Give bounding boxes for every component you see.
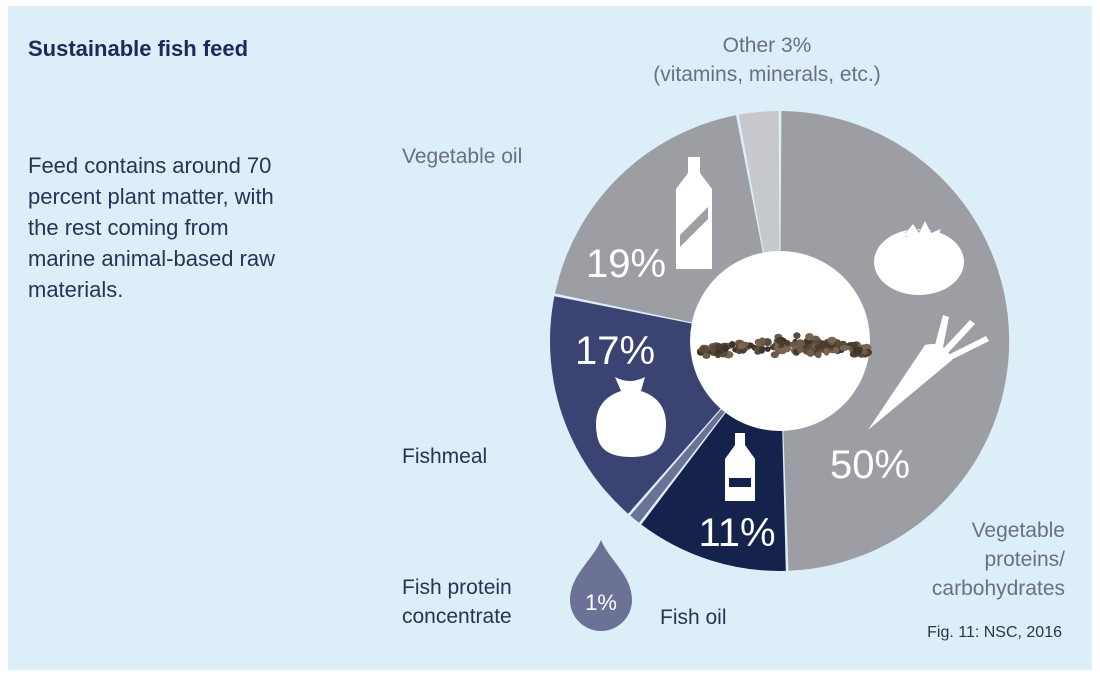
drop-icon: 1%	[570, 540, 632, 631]
sack-icon	[596, 377, 666, 457]
pct-label-0: 50%	[830, 443, 910, 487]
pct-label-4: 19%	[586, 242, 666, 286]
category-label-4: Vegetable oil	[402, 145, 522, 168]
category-label-3: Fishmeal	[402, 445, 487, 468]
category-label-1: Fish oil	[660, 606, 727, 629]
pct-label-2: 1%	[585, 590, 617, 615]
oil-bottle-icon	[676, 157, 712, 269]
bottle-icon	[725, 433, 755, 501]
pct-label-3: 17%	[575, 329, 655, 373]
carrot-icon	[868, 315, 989, 430]
pct-label-1: 11%	[698, 511, 775, 555]
category-label-5: Other 3% (vitamins, minerals, etc.)	[653, 34, 881, 86]
page-title: Sustainable fish feed	[28, 36, 249, 61]
category-label-0: Vegetable proteins/carbohydrates	[932, 519, 1065, 600]
figure-caption: Fig. 11: NSC, 2016	[927, 624, 1062, 641]
description-text: Feed contains around 70 percent plant ma…	[28, 153, 275, 302]
tomato-icon	[874, 219, 964, 295]
pie-slice-0	[780, 111, 1010, 571]
category-label-2: Fish protein concentrate	[402, 576, 512, 628]
fish-feed-pellets-icon	[696, 332, 872, 359]
